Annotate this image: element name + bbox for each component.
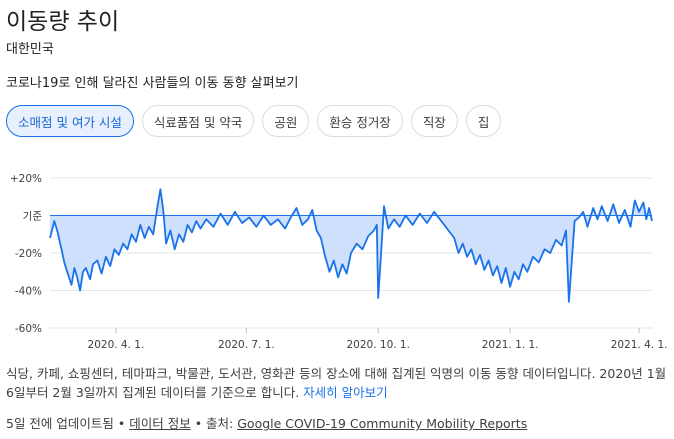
series-line [49, 188, 653, 303]
y-tick-label: -60% [15, 323, 42, 335]
description: 식당, 카페, 쇼핑센터, 테마파크, 박물관, 도서관, 영화관 등의 장소에… [6, 364, 670, 402]
footer: 5일 전에 업데이트됨 • 데이터 정보 • 출처: Google COVID-… [6, 413, 527, 432]
x-tick-label: 2020. 7. 1. [218, 339, 275, 351]
x-tick-label: 2021. 4. 1. [611, 339, 668, 351]
x-tick-label: 2020. 10. 1. [347, 339, 410, 351]
learn-more-link[interactable]: 자세히 알아보기 [303, 385, 388, 400]
series-area-fill [50, 189, 652, 302]
category-tabs: 소매점 및 여가 시설 식료품점 및 약국 공원 환승 정거장 직장 집 [6, 105, 502, 137]
page-title: 이동량 추이 [6, 9, 120, 35]
x-tick-label: 2021. 1. 1. [482, 339, 539, 351]
tab-grocery-pharmacy[interactable]: 식료품점 및 약국 [141, 105, 255, 137]
y-tick-label: -20% [15, 248, 42, 260]
y-tick-label: +20% [10, 173, 42, 185]
tab-transit-stations[interactable]: 환승 정거장 [317, 105, 403, 137]
source-link[interactable]: Google COVID-19 Community Mobility Repor… [237, 416, 528, 431]
data-info-link[interactable]: 데이터 정보 [129, 416, 191, 431]
description-text: 식당, 카페, 쇼핑센터, 테마파크, 박물관, 도서관, 영화관 등의 장소에… [6, 366, 667, 400]
separator: • [113, 416, 130, 431]
page-subtitle: 코로나19로 인해 달라진 사람들의 이동 동향 살펴보기 [6, 76, 299, 91]
y-tick-label: 기준 [23, 211, 43, 223]
source-prefix: • 출처: [190, 416, 238, 431]
tab-retail-recreation[interactable]: 소매점 및 여가 시설 [6, 105, 134, 137]
tab-parks[interactable]: 공원 [262, 105, 310, 137]
tab-workplaces[interactable]: 직장 [410, 105, 458, 137]
y-tick-label: -40% [15, 286, 42, 298]
tab-residential[interactable]: 집 [465, 105, 502, 137]
country-label: 대한민국 [6, 42, 54, 57]
x-tick-label: 2020. 4. 1. [88, 339, 145, 351]
updated-text: 5일 전에 업데이트됨 [6, 416, 114, 431]
mobility-chart[interactable]: +20% 기준 -20% -40% -60% 2020. 4. 1. 2020. 7. 1.… [0, 160, 674, 356]
